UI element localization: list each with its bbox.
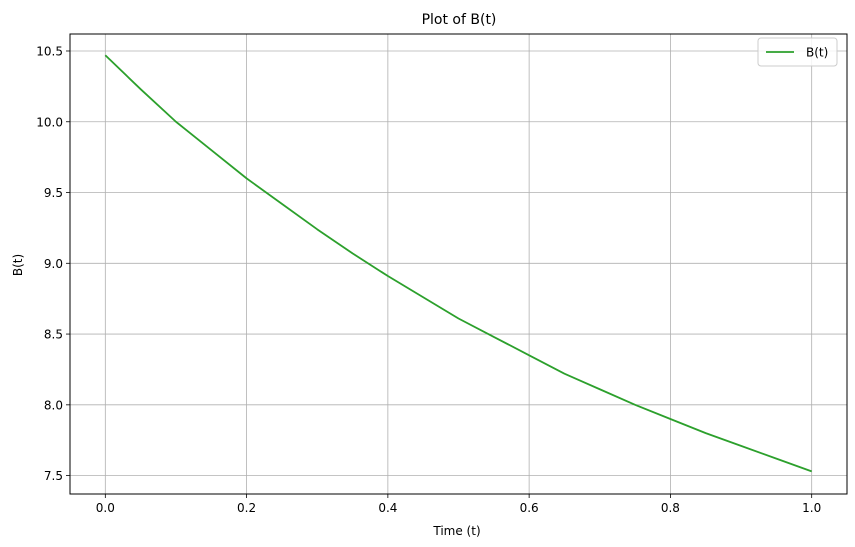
y-axis-label: B(t) bbox=[11, 254, 25, 276]
x-tick-label: 1.0 bbox=[802, 501, 821, 515]
x-tick-label: 0.0 bbox=[96, 501, 115, 515]
legend-box bbox=[757, 37, 838, 67]
x-tick-label: 0.4 bbox=[378, 501, 397, 515]
x-axis-label: Time (t) bbox=[432, 524, 480, 538]
y-tick-label: 8.0 bbox=[44, 398, 63, 412]
chart-title: Plot of B(t) bbox=[422, 12, 497, 28]
y-tick-label: 10.0 bbox=[36, 115, 63, 129]
x-tick-label: 0.2 bbox=[237, 501, 256, 515]
y-axis: 7.5 8.0 8.5 9.0 9.5 10.0 10.5 bbox=[36, 44, 70, 483]
x-tick-label: 0.6 bbox=[520, 501, 539, 515]
series-line-b-t bbox=[104, 54, 812, 473]
y-tick-label: 9.5 bbox=[44, 186, 63, 200]
y-tick-label: 8.5 bbox=[44, 328, 63, 342]
legend: B(t) bbox=[757, 37, 838, 67]
y-tick-label: 7.5 bbox=[44, 469, 63, 483]
grid-lines bbox=[70, 34, 847, 494]
series-layer bbox=[104, 54, 812, 473]
plot-frame bbox=[69, 33, 848, 495]
legend-label: B(t) bbox=[806, 46, 828, 60]
y-tick-label: 9.0 bbox=[44, 257, 63, 271]
x-axis: 0.0 0.2 0.4 0.6 0.8 1.0 bbox=[96, 494, 821, 515]
y-tick-label: 10.5 bbox=[36, 44, 63, 58]
x-tick-label: 0.8 bbox=[661, 501, 680, 515]
